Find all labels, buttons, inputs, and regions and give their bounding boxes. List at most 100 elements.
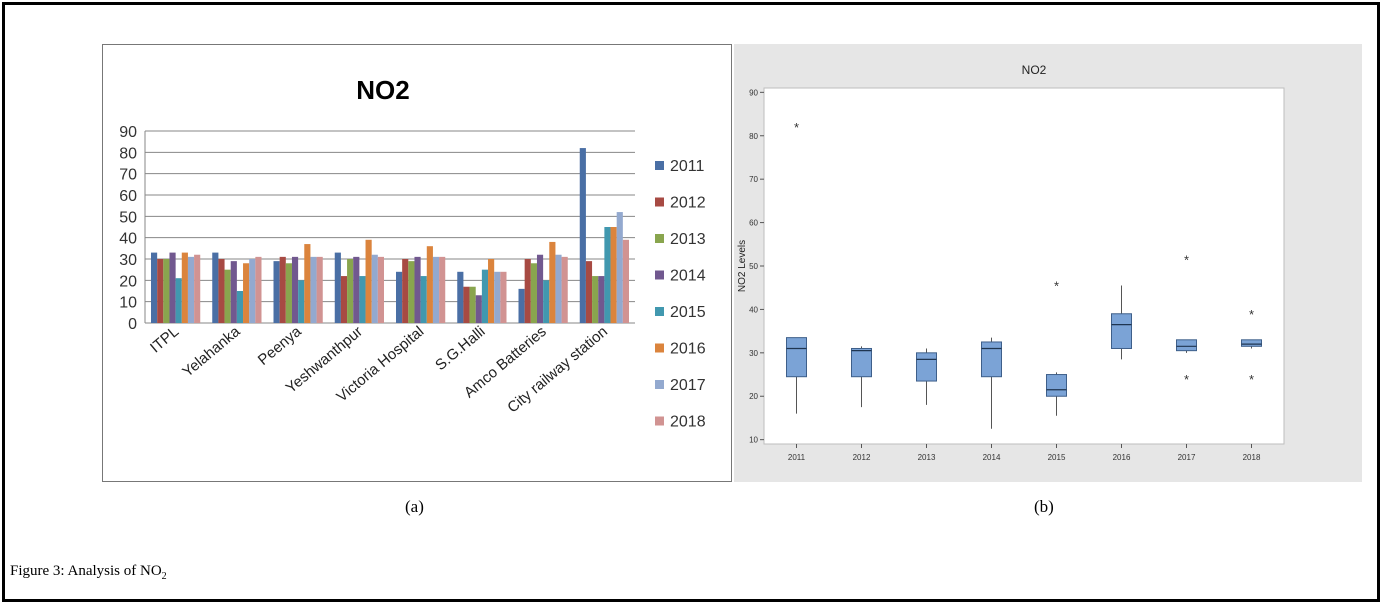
y-tick-label: 0 [128,316,137,333]
bar [408,261,415,323]
bar [555,254,562,323]
bar [481,269,489,323]
x-tick-label: 2013 [918,453,936,462]
bar [359,276,366,323]
bar [402,259,409,323]
bar [396,271,403,323]
bar [616,212,623,323]
x-category-label: Peenya [255,323,305,369]
bar [488,259,495,323]
bar [347,259,354,323]
box [786,337,807,378]
legend-swatch [655,416,664,426]
x-tick-label: 2015 [1048,453,1066,462]
bar [218,259,225,323]
bar [273,261,280,323]
bar [377,256,384,323]
bar [157,259,164,323]
bar [592,276,599,323]
panel-a-label: (a) [405,497,424,516]
bar [175,278,182,323]
box [1111,313,1132,349]
bar [298,280,305,323]
bar [518,288,525,323]
bar [187,256,195,323]
y-tick-label: 50 [749,262,758,271]
bar [585,261,593,323]
outlier-marker: * [1184,372,1189,387]
panel-b-label: (b) [1034,497,1054,516]
legend-label: 2012 [670,195,706,212]
bar [243,263,250,323]
bar [426,246,433,323]
chart-title: NO2 [1022,63,1047,77]
legend-swatch [655,307,664,316]
y-tick-label: 30 [119,252,137,269]
bar [604,227,611,323]
x-tick-label: 2018 [1243,453,1261,462]
legend-swatch [655,270,664,280]
y-tick-label: 10 [119,295,137,312]
bar [536,254,544,323]
box [851,347,872,378]
bar [439,256,446,323]
bar [334,252,341,323]
plot-area [763,87,1285,445]
bar [365,239,372,323]
caption-text: Figure 3: Analysis of NO [10,563,162,579]
box [1046,374,1067,397]
y-tick-label: 60 [749,219,758,228]
bar [163,259,170,323]
bar [151,252,158,323]
bar [622,239,629,323]
y-tick-label: 20 [119,273,137,290]
legend-label: 2016 [670,341,706,358]
y-tick-label: 50 [119,209,137,226]
boxplot-chart: NO2 NO2 Levels 10 20 30 40 50 60 70 80 90 2011 * 2012… [737,63,1285,462]
bar [291,256,299,323]
bar [169,252,176,323]
y-tick-label: 20 [749,392,758,401]
bar [279,256,286,323]
bar [285,263,292,323]
bar [194,254,201,323]
x-category-label: ITPL [147,323,182,356]
y-tick-label: 40 [749,305,758,314]
boxplot-panel: NO2 NO2 Levels 10 20 30 40 50 60 70 80 90 2011 * 2012… [734,44,1362,482]
bar [543,280,550,323]
bar [310,256,317,323]
bar [469,286,476,323]
bar [494,271,501,323]
y-tick-label: 10 [749,436,758,445]
outlier-marker: * [1054,279,1059,294]
bar [371,254,378,323]
y-tick-label: 80 [749,132,758,141]
bar [579,148,586,323]
chart-title: NO2 [356,75,409,105]
legend-label: 2018 [670,414,706,431]
figure-caption: Figure 3: Analysis of NO2 [10,563,167,582]
bar [475,295,482,323]
bar [236,291,244,323]
x-tick-label: 2011 [788,453,806,462]
bar [463,286,470,323]
legend-label: 2011 [670,158,705,175]
bar [230,261,237,323]
outlier-marker: * [794,120,799,135]
bar [610,227,617,323]
x-tick-label: 2017 [1178,453,1196,462]
x-tick-label: 2016 [1113,453,1131,462]
bar-chart-panel: NO2 0 10 20 30 40 50 60 70 80 90 ITPL Yelahanka Peeny… [102,44,732,482]
box [1176,339,1197,352]
y-tick-label: 90 [119,124,137,141]
x-tick-label: 2014 [983,453,1001,462]
legend-swatch [655,197,664,207]
outlier-marker: * [1184,252,1189,267]
bar [561,256,568,323]
box [1241,339,1262,347]
bar [249,259,256,323]
bar [414,256,421,323]
outlier-marker: * [1249,307,1254,322]
box [981,341,1002,378]
